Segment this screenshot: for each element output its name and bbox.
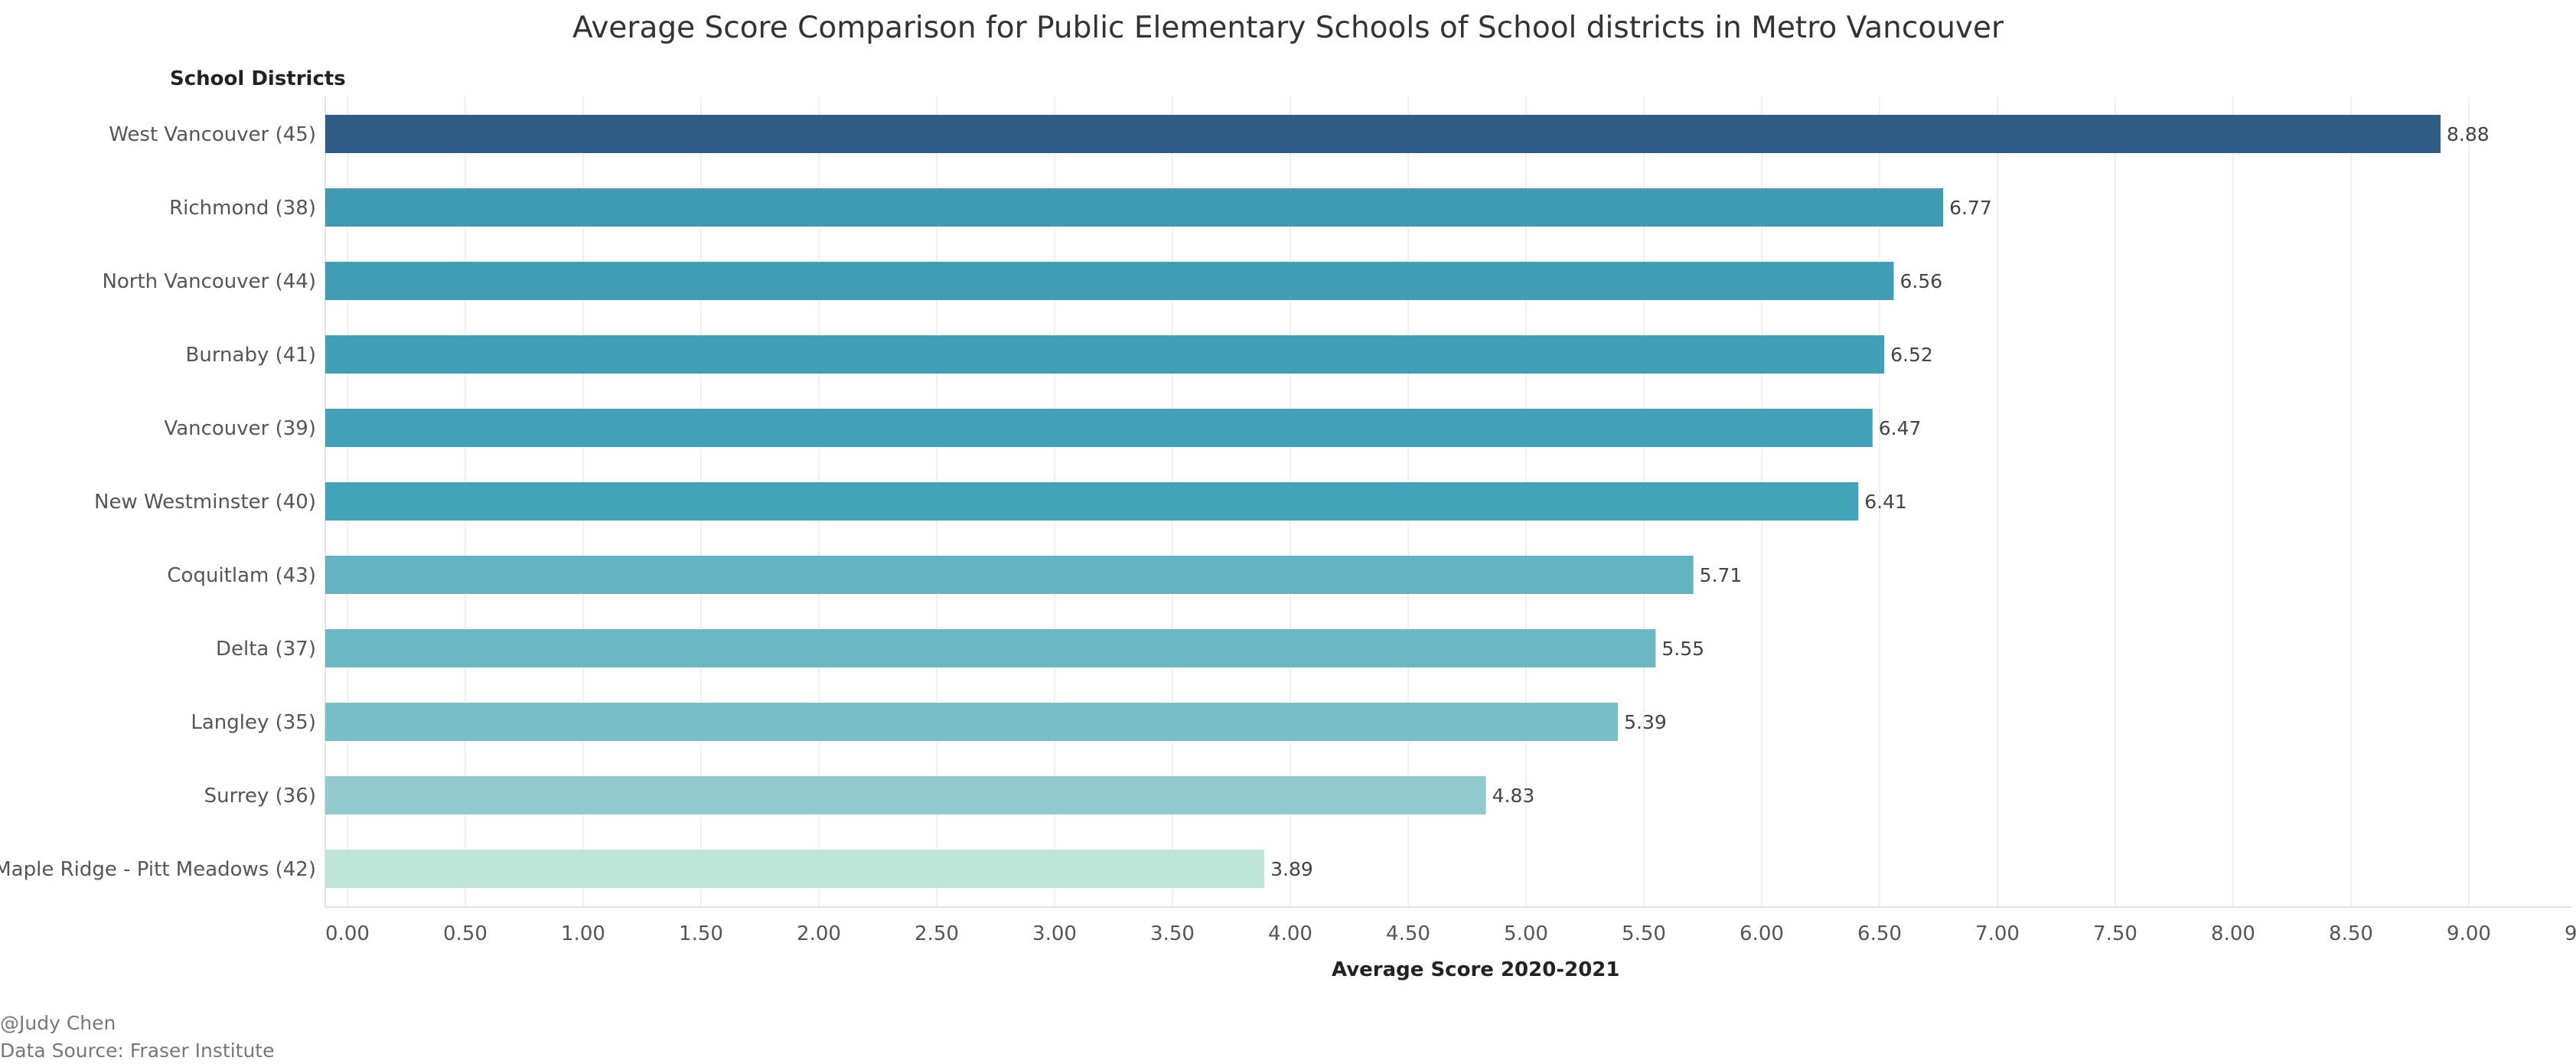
y-axis-title: School Districts [170,67,346,90]
value-label: 8.88 [2447,123,2490,145]
value-label: 6.56 [1899,270,1942,292]
x-tick-label: 4.00 [1268,922,1312,945]
x-axis-title: Average Score 2020-2021 [1332,958,1620,981]
x-tick-label: 4.50 [1386,922,1430,945]
value-label: 6.77 [1949,197,1992,219]
x-tick-label: 6.00 [1740,922,1784,945]
x-tick-label: 7.00 [1975,922,2020,945]
data-source: Data Source: Fraser Institute [0,1040,275,1062]
category-label: Maple Ridge - Pitt Meadows (42) [0,858,316,881]
category-label: Burnaby (41) [186,344,317,367]
bar[interactable] [325,556,1694,594]
bar[interactable] [325,703,1619,741]
value-label: 5.55 [1661,638,1704,660]
x-tick-label: 3.50 [1150,922,1195,945]
category-label: Coquitlam (43) [167,564,316,587]
value-label: 4.83 [1492,785,1535,807]
bar[interactable] [325,850,1265,888]
category-label: North Vancouver (44) [102,270,316,293]
value-label: 6.47 [1879,417,1922,439]
value-label: 5.39 [1624,711,1667,733]
chart-title: Average Score Comparison for Public Elem… [572,11,2004,45]
category-labels: West Vancouver (45) Richmond (38) North Va… [0,123,316,881]
bar[interactable] [325,115,2441,153]
value-label: 6.41 [1864,491,1907,513]
bar[interactable] [325,629,1656,667]
bar[interactable] [325,188,1944,227]
bar[interactable] [325,482,1859,521]
bar[interactable] [325,409,1873,447]
x-tick-label: 5.50 [1622,922,1666,945]
value-label: 3.89 [1270,858,1313,880]
bar[interactable] [325,262,1894,300]
category-label: Richmond (38) [169,197,316,220]
value-label: 5.71 [1700,564,1743,586]
x-tick-label: 8.00 [2211,922,2255,945]
bar[interactable] [325,776,1486,814]
x-tick-label: 9.50 [2565,922,2576,945]
author-credit: @Judy Chen [0,1012,116,1034]
x-axis-ticks: 0.00 0.50 1.00 1.50 2.00 2.50 3.00 3.50 4.00 4.50… [325,922,2576,945]
category-label: New Westminster (40) [94,491,316,514]
category-label: West Vancouver (45) [109,123,316,146]
category-label: Delta (37) [216,638,316,661]
bar[interactable] [325,335,1885,374]
x-tick-label: 2.50 [915,922,959,945]
category-label: Surrey (36) [204,785,316,808]
x-tick-label: 1.00 [561,922,605,945]
x-tick-label: 3.00 [1032,922,1077,945]
value-label: 6.52 [1890,344,1933,366]
x-tick-label: 0.00 [325,922,370,945]
x-tick-label: 6.50 [1857,922,1902,945]
value-labels: 8.88 6.77 6.56 6.52 6.47 6.41 5.71 5.55 5.39 4.83… [1270,123,2490,880]
category-label: Vancouver (39) [164,417,316,440]
x-tick-label: 2.00 [797,922,841,945]
x-tick-label: 1.50 [679,922,723,945]
x-tick-label: 7.50 [2093,922,2137,945]
x-tick-label: 9.00 [2447,922,2491,945]
x-tick-label: 5.00 [1504,922,1548,945]
x-tick-label: 8.50 [2329,922,2373,945]
x-tick-label: 0.50 [443,922,487,945]
category-label: Langley (35) [191,711,316,734]
bars [325,115,2441,888]
